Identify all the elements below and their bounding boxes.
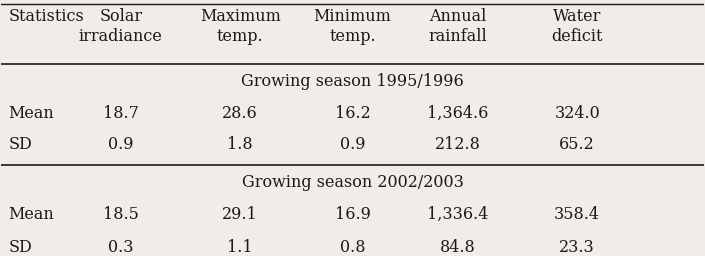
Text: 65.2: 65.2	[559, 136, 595, 153]
Text: 84.8: 84.8	[440, 239, 476, 256]
Text: 0.9: 0.9	[340, 136, 365, 153]
Text: Water
deficit: Water deficit	[551, 8, 603, 45]
Text: 324.0: 324.0	[554, 105, 600, 122]
Text: Statistics: Statistics	[8, 8, 84, 25]
Text: 212.8: 212.8	[435, 136, 481, 153]
Text: Growing season 2002/2003: Growing season 2002/2003	[242, 174, 463, 191]
Text: 358.4: 358.4	[554, 206, 600, 222]
Text: 28.6: 28.6	[222, 105, 258, 122]
Text: Minimum
temp.: Minimum temp.	[314, 8, 391, 45]
Text: 1,336.4: 1,336.4	[427, 206, 489, 222]
Text: 0.9: 0.9	[108, 136, 133, 153]
Text: SD: SD	[8, 136, 32, 153]
Text: 1.1: 1.1	[227, 239, 253, 256]
Text: Mean: Mean	[8, 105, 54, 122]
Text: 18.7: 18.7	[103, 105, 139, 122]
Text: Growing season 1995/1996: Growing season 1995/1996	[241, 73, 464, 90]
Text: 0.8: 0.8	[340, 239, 365, 256]
Text: 18.5: 18.5	[103, 206, 139, 222]
Text: 16.9: 16.9	[335, 206, 370, 222]
Text: 29.1: 29.1	[222, 206, 258, 222]
Text: 23.3: 23.3	[559, 239, 595, 256]
Text: 1,364.6: 1,364.6	[427, 105, 489, 122]
Text: 0.3: 0.3	[108, 239, 133, 256]
Text: Maximum
temp.: Maximum temp.	[200, 8, 281, 45]
Text: SD: SD	[8, 239, 32, 256]
Text: Solar
irradiance: Solar irradiance	[79, 8, 163, 45]
Text: Mean: Mean	[8, 206, 54, 222]
Text: 16.2: 16.2	[335, 105, 370, 122]
Text: Annual
rainfall: Annual rainfall	[429, 8, 487, 45]
Text: 1.8: 1.8	[227, 136, 253, 153]
